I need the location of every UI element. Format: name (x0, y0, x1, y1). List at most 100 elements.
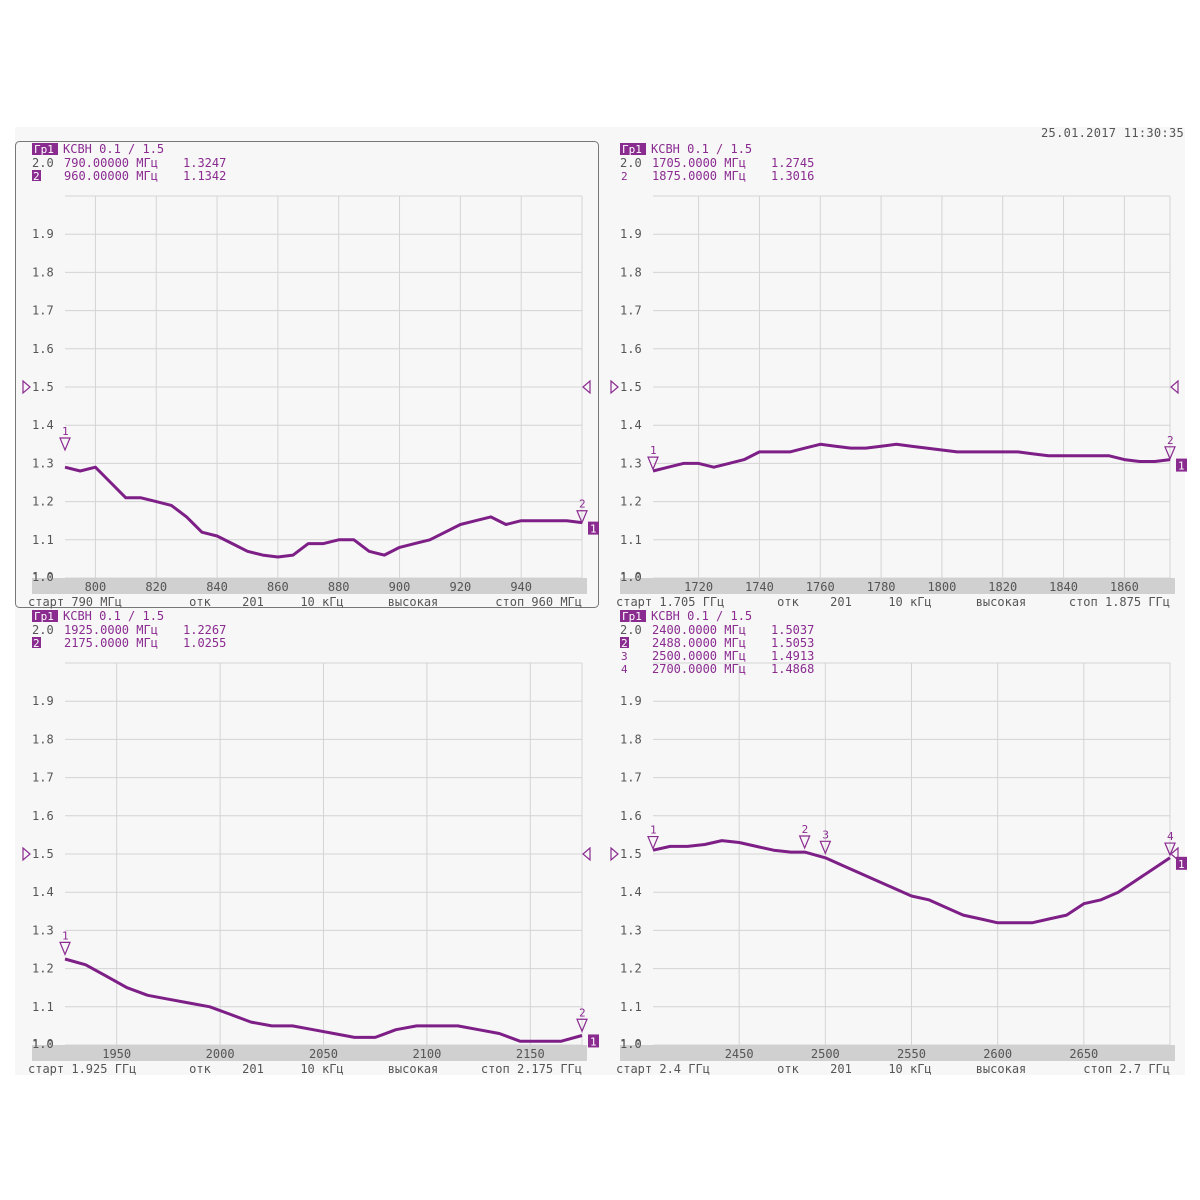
marker-number: 1 (62, 929, 69, 942)
end-marker-box (588, 521, 599, 535)
x-tick-label: 1840 (1049, 580, 1078, 594)
marker-triangle-icon[interactable] (647, 835, 659, 851)
chart-title: КСВН 0.1 / 1.5 (651, 609, 752, 623)
marker-triangle-icon[interactable] (798, 835, 811, 850)
y-tick-label: 1.1 (32, 1000, 54, 1014)
chart-panel-3[interactable]: 1.9 1.8 1.7 1.6 1.5 1.4 1.3 1.2 1.1 1.0 Гр1 КСВН 0.… (15, 608, 600, 1076)
chart-panel-2[interactable]: 1.9 1.8 1.7 1.6 1.5 1.4 1.3 1.2 1.1 1.0 Гр1 КСВН 0.… (603, 141, 1188, 609)
y-tick-label: 1.8 (620, 732, 642, 746)
chart-title: КСВН 0.1 / 1.5 (63, 142, 164, 156)
marker-triangle-icon[interactable] (819, 840, 832, 855)
trace-line[interactable] (64, 957, 583, 1043)
marker-readout-freq: 1705.0000 МГц (652, 156, 746, 170)
marker-triangle-icon[interactable] (1164, 842, 1176, 857)
marker-triangle-icon[interactable] (647, 456, 659, 471)
reference-right-icon (1170, 846, 1179, 862)
chart-svg: 1.9 1.8 1.7 1.6 1.5 1.4 1.3 1.2 1.1 1.0 Гр1 КСВН 0.… (15, 141, 599, 609)
marker-readout-freq: 2500.0000 МГц (652, 649, 746, 663)
chart-panel-4[interactable]: 1.9 1.8 1.7 1.6 1.5 1.4 1.3 1.2 1.1 1.0 Гр1 КСВН 0.… (603, 608, 1188, 1076)
marker-readout-num: 2 (33, 170, 40, 183)
analyzer-screen (15, 127, 1185, 1075)
reference-right-icon (1170, 379, 1179, 395)
marker-readout-num: 2 (33, 637, 40, 650)
footer-stop: стоп 960 МГц (495, 595, 582, 609)
marker-triangle-icon[interactable] (59, 437, 71, 452)
footer-start: старт 1.925 ГГц (28, 1062, 136, 1076)
y-tick-label: 1.9 (32, 694, 54, 708)
x-tick-label: 920 (450, 580, 472, 594)
footer-power: высокая (388, 595, 439, 609)
y-tick-label: 1.3 (32, 923, 54, 937)
y-tick-label: 1.6 (32, 809, 54, 823)
y-tick-label: 1.2 (32, 962, 54, 976)
y-tick-label: 1.7 (32, 771, 54, 785)
chart-svg: 1.9 1.8 1.7 1.6 1.5 1.4 1.3 1.2 1.1 1.0 Гр1 КСВН 0.… (22, 609, 599, 1076)
trace-label-box (32, 610, 58, 622)
marker-number: 1 (650, 824, 657, 837)
footer-bandwidth: 10 кГц (300, 595, 343, 609)
y-tick-label: 2.0 (620, 156, 642, 170)
marker-readout-value: 1.1342 (183, 169, 226, 183)
x-tick-label: 2150 (516, 1047, 545, 1061)
marker-readout-value: 1.5037 (771, 623, 814, 637)
y-tick-label: 1.1 (620, 1000, 642, 1014)
marker-number: 3 (822, 828, 829, 841)
marker-readout-value: 1.0255 (183, 636, 226, 650)
marker-num-box (620, 637, 629, 648)
marker-readout-value: 1.5053 (771, 636, 814, 650)
y-tick-label: 1.8 (620, 265, 642, 279)
x-tick-label: 2100 (412, 1047, 441, 1061)
y-tick-label: 1.7 (32, 304, 54, 318)
trace-line[interactable] (652, 839, 1171, 925)
y-tick-label: 1.7 (620, 771, 642, 785)
trace-line[interactable] (652, 442, 1171, 473)
y-tick-label: 2.0 (32, 623, 54, 637)
x-axis-bar (32, 1045, 587, 1061)
chart-svg: 1.9 1.8 1.7 1.6 1.5 1.4 1.3 1.2 1.1 1.0 Гр1 КСВН 0.… (610, 142, 1187, 609)
marker-triangle-icon[interactable] (1164, 446, 1176, 461)
reference-right-icon (582, 379, 591, 395)
y-tick-label: 1.2 (620, 495, 642, 509)
trace-label: Гр1 (622, 610, 642, 623)
y-tick-label: 1.6 (620, 809, 642, 823)
reference-left-icon (22, 846, 31, 862)
y-tick-label: 1.9 (620, 694, 642, 708)
y-tick-label: 1.5 (620, 380, 642, 394)
y-tick-label: 1.0 (32, 570, 54, 584)
end-marker-label: 1 (590, 1035, 597, 1048)
marker-readout-num: 2 (621, 637, 628, 650)
marker-readout-freq: 1875.0000 МГц (652, 169, 746, 183)
footer-stop: стоп 1.875 ГГц (1069, 595, 1170, 609)
x-tick-label: 2000 (206, 1047, 235, 1061)
marker-triangle-icon[interactable] (576, 510, 588, 525)
trace-label: Гр1 (34, 143, 54, 156)
x-tick-label: 2050 (309, 1047, 338, 1061)
x-axis-bar (620, 1045, 1175, 1061)
chart-title: КСВН 0.1 / 1.5 (63, 609, 164, 623)
marker-triangle-icon[interactable] (576, 1018, 588, 1033)
footer-stop: стоп 2.7 ГГц (1083, 1062, 1170, 1076)
marker-readout-freq: 2700.0000 МГц (652, 662, 746, 676)
x-tick-label: 880 (328, 580, 350, 594)
reference-left-icon (610, 379, 619, 395)
marker-readout-value: 1.4913 (771, 649, 814, 663)
x-tick-label: 2600 (983, 1047, 1012, 1061)
grid (65, 195, 583, 579)
marker-readout-freq: 2175.0000 МГц (64, 636, 158, 650)
active-panel-frame (15, 141, 599, 608)
trace-label: Гр1 (34, 610, 54, 623)
marker-number: 1 (62, 425, 69, 438)
marker-readout-freq: 960.00000 МГц (64, 169, 158, 183)
y-tick-label: 1.9 (620, 227, 642, 241)
marker-triangle-icon[interactable] (59, 941, 71, 956)
trace-line[interactable] (64, 465, 583, 559)
trace-label-box (620, 143, 646, 155)
trace-label: Гр1 (622, 143, 642, 156)
y-tick-label: 1.6 (620, 342, 642, 356)
x-tick-label: 860 (267, 580, 289, 594)
marker-readout-value: 1.4868 (771, 662, 814, 676)
footer-points: 201 (830, 1062, 852, 1076)
marker-readout-value: 1.3016 (771, 169, 814, 183)
x-tick-label: 2500 (811, 1047, 840, 1061)
chart-panel-1[interactable]: 1.9 1.8 1.7 1.6 1.5 1.4 1.3 1.2 1.1 1.0 Гр1 КСВН 0.… (15, 141, 600, 609)
